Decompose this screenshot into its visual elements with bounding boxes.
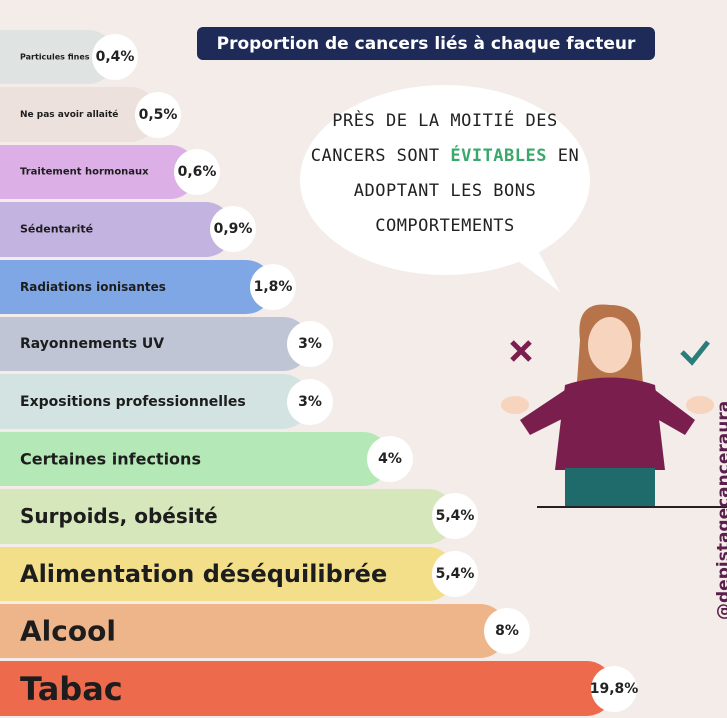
bar: Alcool [0, 604, 507, 658]
bar-label: Expositions professionnelles [20, 394, 246, 410]
value-label: 1,8% [250, 264, 296, 310]
bubble-line: PRÈS DE LA MOITIÉ DES [332, 111, 557, 131]
bubble-tail [510, 245, 560, 292]
bar: Certaines infections [0, 432, 390, 486]
bar: Traitement hormonaux [0, 145, 197, 199]
value-label: 3% [287, 379, 333, 425]
bubble-line: CANCERS SONT [311, 146, 440, 166]
bar-label: Alcool [20, 615, 116, 648]
title: Proportion de cancers liés à chaque fact… [197, 27, 655, 60]
value-label: 0,5% [135, 92, 181, 138]
bar: Alimentation déséquilibrée [0, 547, 455, 601]
bubble-line: COMPORTEMENTS [375, 216, 515, 236]
value-label: 3% [287, 321, 333, 367]
value-label: 19,8% [591, 666, 637, 712]
bar-label: Ne pas avoir allaité [20, 110, 118, 120]
bar-label: Sédentarité [20, 223, 93, 236]
bar: Expositions professionnelles [0, 374, 310, 428]
bubble-line: EN [558, 146, 579, 166]
bar-label: Rayonnements UV [20, 336, 164, 352]
hand [501, 396, 529, 414]
bar-label: Tabac [20, 670, 123, 708]
bar: Radiations ionisantes [0, 260, 273, 314]
bar-label: Particules fines [20, 53, 90, 62]
value-label: 4% [367, 436, 413, 482]
bar-label: Surpoids, obésité [20, 504, 218, 528]
bubble-line: ADOPTANT LES BONS [354, 181, 537, 201]
value-label: 0,4% [92, 34, 138, 80]
page: Particules fines0,4% Ne pas avoir allaité… [0, 0, 727, 718]
bar: Rayonnements UV [0, 317, 310, 371]
bar: Tabac [0, 661, 614, 715]
bar-label: Traitement hormonaux [20, 166, 149, 177]
bubble-text: PRÈS DE LA MOITIÉ DES CANCERS SONT ÉVITA… [300, 104, 590, 244]
hand [686, 396, 714, 414]
bar: Sédentarité [0, 202, 233, 256]
bubble-highlight: ÉVITABLES [450, 146, 547, 166]
value-label: 0,6% [174, 149, 220, 195]
cross-icon [512, 342, 530, 360]
value-label: 8% [484, 608, 530, 654]
face [588, 317, 632, 373]
skirt [565, 468, 655, 506]
bar-label: Alimentation déséquilibrée [20, 560, 387, 588]
bar-label: Radiations ionisantes [20, 280, 166, 294]
bar: Surpoids, obésité [0, 489, 455, 543]
bar-label: Certaines infections [20, 449, 201, 468]
handle: @depistagecanceraura [714, 401, 727, 620]
value-label: 5,4% [432, 551, 478, 597]
body [555, 378, 665, 471]
check-icon [682, 342, 708, 362]
